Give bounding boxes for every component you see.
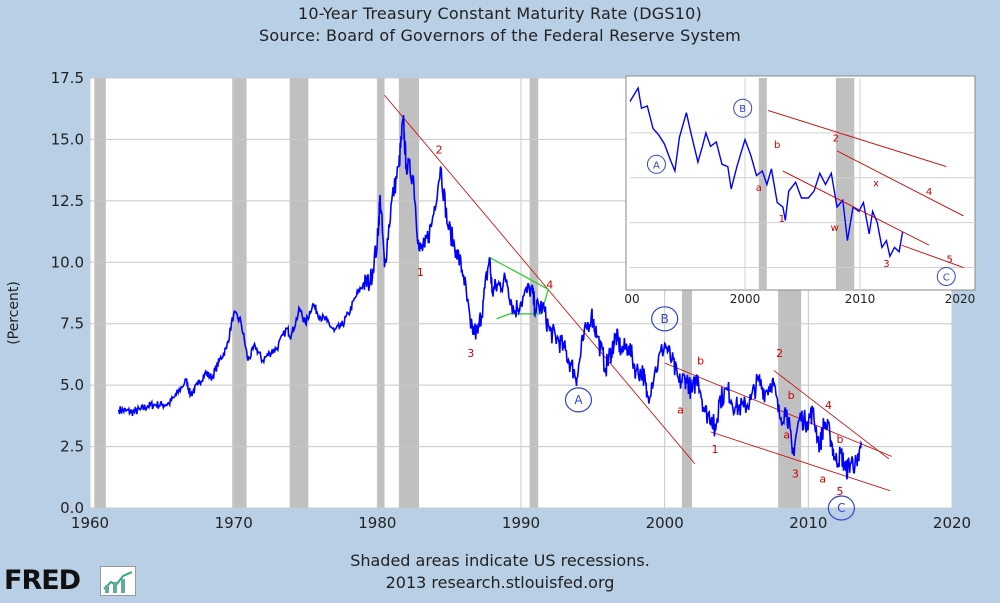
inset-wave-label: x xyxy=(873,178,879,189)
trend-line xyxy=(384,94,696,465)
trend-lines xyxy=(384,94,892,492)
inset-wave-circle xyxy=(646,154,666,174)
y-tick-label: 12.5 xyxy=(51,192,84,210)
wave-circle xyxy=(651,306,679,332)
inset-x-tick-label: 00 xyxy=(624,292,639,306)
x-tick-label: 1960 xyxy=(71,514,109,532)
wave-label: 4 xyxy=(825,399,832,412)
wave-label: a xyxy=(677,404,684,417)
y-tick-label: 15.0 xyxy=(51,130,84,148)
y-tick-label: 17.5 xyxy=(51,69,84,87)
inset-x-tick-label: 2000 xyxy=(730,292,761,306)
inset-trend-line xyxy=(836,150,964,217)
wave-label: a xyxy=(783,428,790,441)
wave-label: 2 xyxy=(776,347,783,360)
recession-band xyxy=(377,78,385,508)
wave-label: A xyxy=(574,393,583,407)
inset-recession-band xyxy=(835,78,855,290)
recession-band xyxy=(398,78,419,508)
wave-label: b xyxy=(697,355,704,368)
wave-label: 4 xyxy=(546,278,553,291)
inset-wave-label: b xyxy=(774,140,780,151)
wave-label: 2 xyxy=(436,143,443,156)
wave-circle xyxy=(827,495,855,521)
wave-label: a xyxy=(819,473,826,486)
inset-wave-label: 4 xyxy=(926,187,932,198)
y-tick-label: 7.5 xyxy=(60,315,84,333)
chart-title: 10-Year Treasury Constant Maturity Rate … xyxy=(298,4,702,23)
wave-label: 1 xyxy=(711,443,718,456)
recession-band xyxy=(289,78,309,508)
inset-wave-label: 3 xyxy=(883,259,889,270)
x-tick-label: 1980 xyxy=(358,514,396,532)
y-tick-label: 10.0 xyxy=(51,253,84,271)
x-tick-label: 1970 xyxy=(215,514,253,532)
inset-wave-label: 1 xyxy=(779,214,785,225)
source-footnote: 2013 research.stlouisfed.org xyxy=(385,573,615,592)
inset-x-tick-label: 2020 xyxy=(945,292,976,306)
recession-band xyxy=(232,78,247,508)
y-tick-label: 2.5 xyxy=(60,438,84,456)
wave-label: b xyxy=(836,433,843,446)
x-tick-label: 1990 xyxy=(502,514,540,532)
inset-trend-line xyxy=(782,170,930,246)
axis-ticks: 0.0 2.5 5.0 7.5 10.0 12.5 15.0 17.5 1960 1970 1980… xyxy=(51,69,972,532)
recession-band xyxy=(94,78,106,508)
inset-trend-line xyxy=(901,244,964,268)
y-tick-label: 0.0 xyxy=(60,499,84,517)
x-tick-label: 2000 xyxy=(646,514,684,532)
inset-background xyxy=(625,75,976,291)
inset-x-tick-label: 2010 xyxy=(845,292,876,306)
fred-logo[interactable]: FRED xyxy=(4,565,81,596)
recession-footnote: Shaded areas indicate US recessions. xyxy=(350,551,650,570)
x-tick-label: 2010 xyxy=(789,514,827,532)
inset-wave-label: B xyxy=(739,104,746,115)
inset-wave-label: 5 xyxy=(947,255,953,266)
y-tick-label: 5.0 xyxy=(60,376,84,394)
inset-wave-label: a xyxy=(756,183,762,194)
wave-label: B xyxy=(661,312,669,326)
trend-line xyxy=(773,370,890,460)
inset-wave-label: w xyxy=(831,223,839,234)
wave-label: 5 xyxy=(836,485,843,498)
inset-wave-label: A xyxy=(653,160,660,171)
series-line xyxy=(117,115,863,480)
wave-label: C xyxy=(837,501,845,515)
inset-trend-line xyxy=(767,110,947,167)
wave-label: b xyxy=(788,389,795,402)
wave-label: 3 xyxy=(792,468,799,481)
wave-label: 3 xyxy=(467,347,474,360)
trend-line xyxy=(710,431,891,492)
wave-circle xyxy=(564,387,593,413)
recession-band xyxy=(681,78,692,508)
fred-chart-icon xyxy=(100,566,136,596)
wave-label: 1 xyxy=(417,266,424,279)
inset-chart: A Bb 2 a 1 x 4 w 3 5 C 00 2000 2010 2020 xyxy=(624,75,976,306)
inset-wave-circle xyxy=(936,267,956,287)
triangle-pattern xyxy=(489,256,550,320)
inset-recession-band xyxy=(758,78,767,290)
inset-wave-label: C xyxy=(943,273,950,284)
x-tick-label: 2020 xyxy=(933,514,971,532)
chart-subtitle: Source: Board of Governors of the Federa… xyxy=(259,26,741,45)
inset-wave-circle xyxy=(733,98,753,118)
inset-wave-label: 2 xyxy=(833,133,839,144)
